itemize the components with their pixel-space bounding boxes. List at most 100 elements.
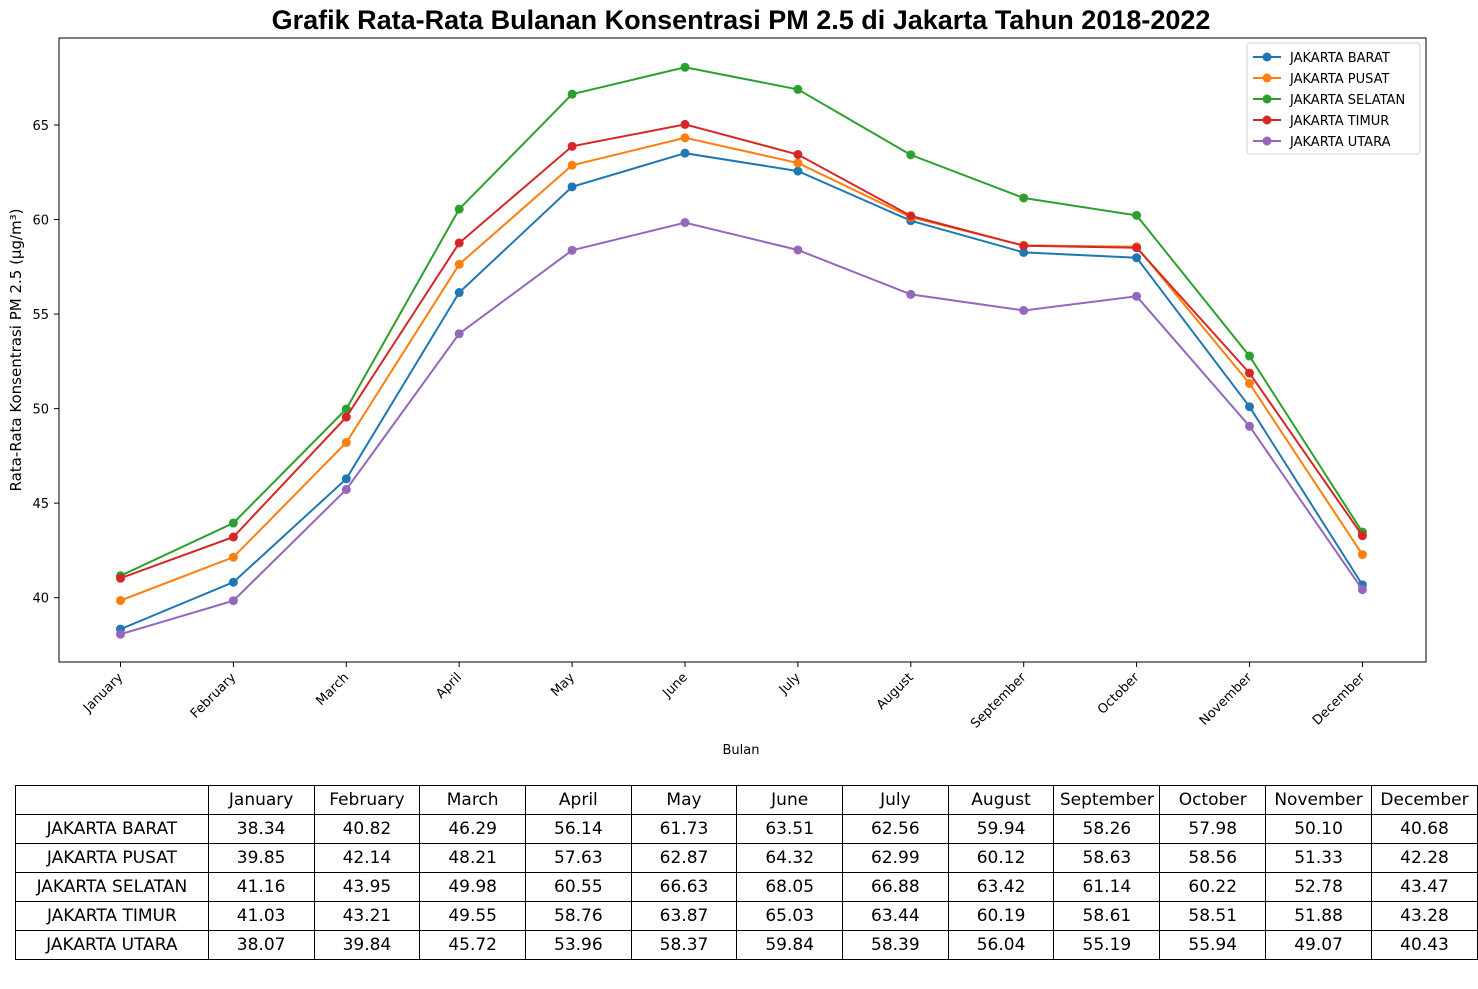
table-row: JAKARTA TIMUR 41.03 43.21 49.55 58.76 63.87 65… bbox=[15, 901, 1478, 931]
y-tick-label: 65 bbox=[32, 119, 49, 134]
table-cell: 57.63 bbox=[525, 843, 632, 873]
data-point bbox=[906, 211, 916, 221]
table-header-row: January February March April May June July Augu… bbox=[15, 785, 1478, 815]
data-point bbox=[1357, 585, 1367, 595]
series-jakarta-utara bbox=[116, 218, 1367, 639]
row-header-cell bbox=[15, 785, 209, 815]
table-row: JAKARTA UTARA 38.07 39.84 45.72 53.96 58.37 59… bbox=[15, 930, 1478, 960]
y-axis: 40 45 50 55 60 65 bbox=[32, 119, 59, 607]
series-jakarta-pusat bbox=[116, 133, 1367, 606]
series-jakarta-barat bbox=[116, 148, 1367, 634]
data-point bbox=[567, 141, 577, 151]
series-line bbox=[120, 221, 1364, 636]
data-point bbox=[567, 160, 577, 170]
table-cell: 58.61 bbox=[1053, 901, 1161, 931]
data-point bbox=[228, 532, 238, 542]
table-cell: 39.84 bbox=[313, 930, 421, 960]
legend: JAKARTA BARAT JAKARTA PUSAT JAKARTA SELATA… bbox=[1246, 42, 1421, 155]
data-point bbox=[793, 158, 803, 168]
table-cell: 40.68 bbox=[1371, 814, 1478, 844]
table-cell: 64.32 bbox=[736, 843, 844, 873]
table-cell: 52.78 bbox=[1265, 872, 1373, 902]
data-point bbox=[906, 289, 916, 299]
legend-entry: JAKARTA SELATAN bbox=[1253, 93, 1405, 108]
row-header-cell: JAKARTA BARAT bbox=[15, 814, 209, 844]
data-point bbox=[228, 552, 238, 562]
table-cell: 45.72 bbox=[419, 930, 526, 960]
table-cell: 61.14 bbox=[1053, 872, 1161, 902]
table-cell: 38.07 bbox=[207, 930, 315, 960]
table-cell: 58.63 bbox=[1053, 843, 1161, 873]
x-tick-label: June bbox=[659, 670, 690, 701]
x-tick-label: September bbox=[968, 670, 1030, 732]
series-layer bbox=[116, 62, 1367, 639]
table-cell: 40.82 bbox=[313, 814, 421, 844]
table-cell: 60.19 bbox=[947, 901, 1055, 931]
table-cell: 43.21 bbox=[313, 901, 421, 931]
series-line bbox=[120, 123, 1364, 580]
legend-box bbox=[1246, 42, 1421, 155]
data-point bbox=[1132, 253, 1142, 263]
table-cell: August bbox=[947, 785, 1055, 815]
table-cell: 59.84 bbox=[736, 930, 844, 960]
table-cell: 49.07 bbox=[1265, 930, 1373, 960]
series-jakarta-timur bbox=[116, 119, 1367, 583]
data-point bbox=[680, 218, 690, 228]
table-cell: 62.56 bbox=[842, 814, 949, 844]
series-line bbox=[120, 136, 1364, 602]
line-chart: Grafik Rata-Rata Bulanan Konsentrasi PM … bbox=[7, 5, 1427, 758]
table-cell: December bbox=[1371, 785, 1478, 815]
table-cell: April bbox=[525, 785, 632, 815]
table-cell: 51.33 bbox=[1265, 843, 1373, 873]
table-cell: 60.22 bbox=[1159, 872, 1267, 902]
chart-title: Grafik Rata-Rata Bulanan Konsentrasi PM … bbox=[272, 5, 1211, 35]
data-point bbox=[454, 259, 464, 269]
table-cell: January bbox=[207, 785, 315, 815]
table-cell: 59.94 bbox=[947, 814, 1055, 844]
table-cell: 63.87 bbox=[630, 901, 738, 931]
data-point bbox=[116, 596, 125, 606]
series-line bbox=[120, 66, 1364, 577]
table-cell: 41.16 bbox=[207, 872, 315, 902]
data-point bbox=[1132, 243, 1142, 253]
data-point bbox=[1245, 402, 1254, 412]
table-cell: July bbox=[842, 785, 949, 815]
data-point bbox=[341, 437, 351, 447]
data-point bbox=[116, 629, 125, 639]
table-row: JAKARTA PUSAT 39.85 42.14 48.21 57.63 62.87 64… bbox=[15, 843, 1478, 873]
y-tick-label: 40 bbox=[32, 592, 49, 607]
y-tick-label: 55 bbox=[32, 308, 49, 323]
data-point bbox=[793, 166, 803, 176]
table-cell: 60.55 bbox=[525, 872, 632, 902]
table-cell: 49.98 bbox=[419, 872, 526, 902]
table-cell: 43.47 bbox=[1371, 872, 1478, 902]
data-point bbox=[341, 404, 351, 414]
data-point bbox=[906, 150, 916, 160]
data-point bbox=[1245, 378, 1254, 388]
table-cell: 38.34 bbox=[207, 814, 315, 844]
legend-marker bbox=[1262, 73, 1272, 83]
data-point bbox=[228, 596, 238, 606]
y-tick-label: 45 bbox=[32, 497, 49, 512]
row-header-cell: JAKARTA TIMUR bbox=[15, 901, 209, 931]
data-point bbox=[1245, 368, 1254, 378]
data-point bbox=[680, 148, 690, 158]
data-point bbox=[341, 412, 351, 422]
data-point bbox=[567, 89, 577, 99]
data-point bbox=[1357, 531, 1367, 541]
table-cell: 61.73 bbox=[630, 814, 738, 844]
legend-entry: JAKARTA TIMUR bbox=[1253, 114, 1389, 129]
x-tick-label: July bbox=[776, 670, 804, 698]
data-point bbox=[1132, 291, 1142, 301]
x-tick-label: October bbox=[1095, 670, 1143, 718]
table-cell: 50.10 bbox=[1265, 814, 1373, 844]
x-tick-label: March bbox=[313, 670, 352, 709]
data-point bbox=[567, 245, 577, 255]
data-point bbox=[228, 518, 238, 528]
data-point bbox=[1357, 550, 1367, 560]
data-point bbox=[454, 288, 464, 298]
table-cell: 65.03 bbox=[736, 901, 844, 931]
legend-marker bbox=[1262, 94, 1272, 104]
data-point bbox=[1019, 247, 1029, 257]
table-cell: 62.99 bbox=[842, 843, 949, 873]
